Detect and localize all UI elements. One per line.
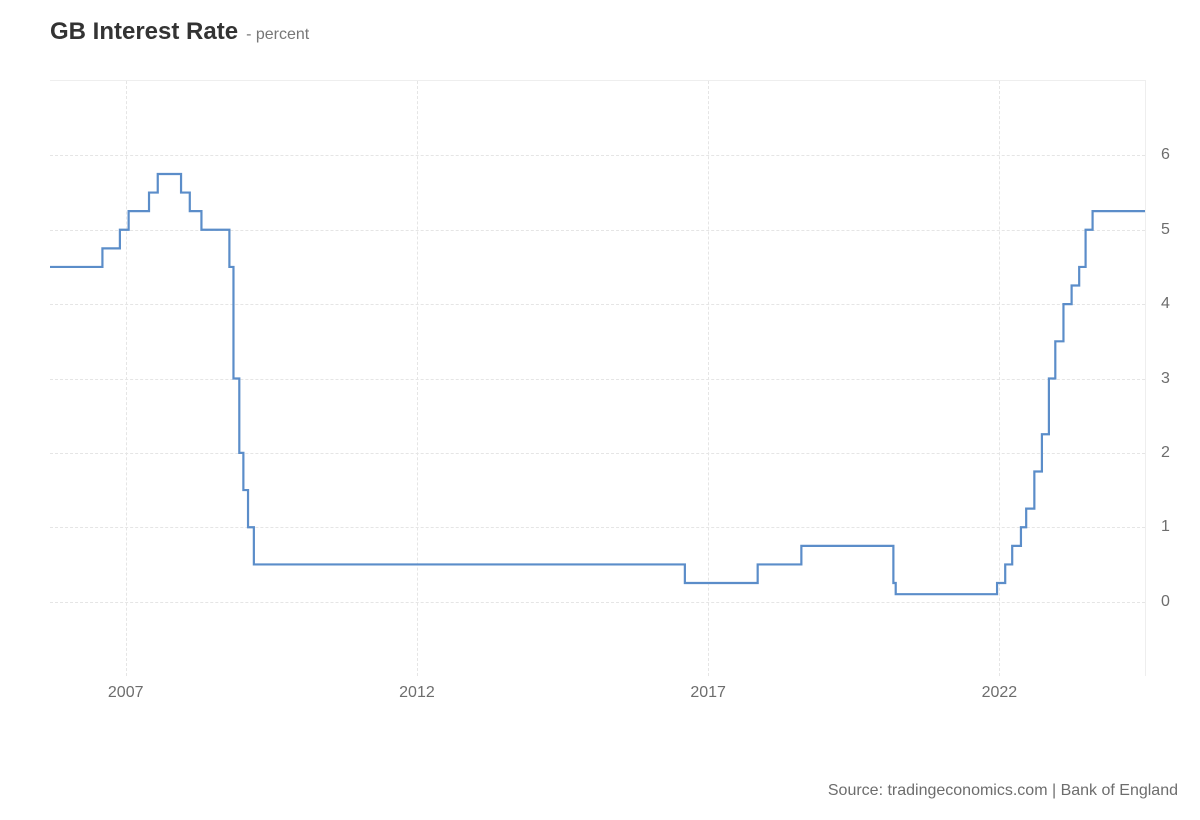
chart-container: GB Interest Rate - percent 0123456200720… [0,0,1200,820]
series-bank-rate [50,174,1145,594]
source-attribution: Source: tradingeconomics.com | Bank of E… [828,782,1178,800]
y-axis-tick-label: 2 [1161,444,1170,462]
title-unit: - percent [246,26,309,44]
x-axis-tick-label: 2007 [108,684,144,702]
y-axis-tick-label: 0 [1161,593,1170,611]
y-axis-tick-label: 1 [1161,518,1170,536]
x-axis-tick-label: 2022 [982,684,1018,702]
y-axis-tick-label: 6 [1161,146,1170,164]
y-axis-tick-label: 4 [1161,295,1170,313]
chart-title: GB Interest Rate - percent [50,18,309,46]
x-axis-tick-label: 2012 [399,684,435,702]
y-axis-tick-label: 5 [1161,221,1170,239]
chart-svg [50,81,1145,676]
x-axis-tick-label: 2017 [690,684,726,702]
plot-area: 01234562007201220172022 [50,80,1146,676]
plot-box: 01234562007201220172022 [50,80,1146,676]
title-main: GB Interest Rate [50,18,238,46]
y-axis-tick-label: 3 [1161,370,1170,388]
